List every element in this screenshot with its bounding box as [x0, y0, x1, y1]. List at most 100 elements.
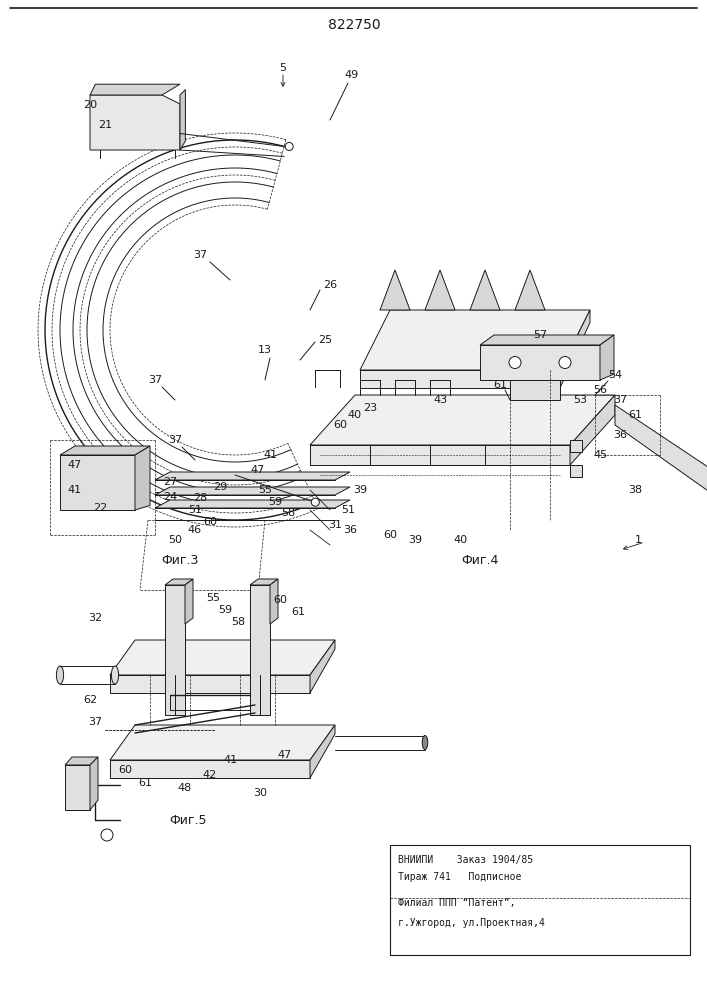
- Polygon shape: [65, 765, 90, 810]
- Polygon shape: [90, 95, 180, 150]
- Text: 62: 62: [83, 695, 97, 705]
- Text: 29: 29: [213, 482, 227, 492]
- Polygon shape: [90, 757, 98, 810]
- Text: 57: 57: [533, 330, 547, 340]
- Text: 22: 22: [93, 503, 107, 513]
- Text: Филиал ППП “Патент”,: Филиал ППП “Патент”,: [398, 898, 515, 908]
- Text: 27: 27: [163, 477, 177, 487]
- Text: 47: 47: [251, 465, 265, 475]
- Polygon shape: [155, 472, 350, 480]
- Text: 60: 60: [118, 765, 132, 775]
- Polygon shape: [360, 370, 560, 388]
- Polygon shape: [180, 90, 185, 150]
- Text: 30: 30: [253, 788, 267, 798]
- Text: 39: 39: [408, 535, 422, 545]
- Text: 61: 61: [493, 380, 507, 390]
- Circle shape: [285, 142, 293, 150]
- Text: 46: 46: [188, 525, 202, 535]
- Text: 61: 61: [291, 607, 305, 617]
- Polygon shape: [510, 380, 560, 400]
- Text: 51: 51: [188, 505, 202, 515]
- Polygon shape: [110, 725, 335, 760]
- Polygon shape: [570, 440, 582, 452]
- Text: 37: 37: [193, 250, 207, 260]
- Text: 45: 45: [593, 450, 607, 460]
- Text: 61: 61: [138, 778, 152, 788]
- Text: 1: 1: [634, 535, 641, 545]
- Polygon shape: [310, 395, 615, 445]
- Text: 40: 40: [348, 410, 362, 420]
- Text: 28: 28: [193, 493, 207, 503]
- Text: 40: 40: [453, 535, 467, 545]
- Text: 59: 59: [218, 605, 232, 615]
- Ellipse shape: [57, 666, 64, 684]
- Text: 47: 47: [278, 750, 292, 760]
- Text: 42: 42: [203, 770, 217, 780]
- Text: 37: 37: [613, 395, 627, 405]
- Text: 25: 25: [318, 335, 332, 345]
- Polygon shape: [425, 270, 455, 310]
- Text: 37: 37: [88, 717, 102, 727]
- Circle shape: [101, 829, 113, 841]
- Polygon shape: [110, 640, 335, 675]
- Text: 24: 24: [163, 492, 177, 502]
- Ellipse shape: [422, 736, 428, 750]
- Text: ВНИИПИ    Заказ 1904/85: ВНИИПИ Заказ 1904/85: [398, 855, 533, 865]
- Polygon shape: [60, 446, 150, 455]
- Text: 39: 39: [353, 485, 367, 495]
- Text: 60: 60: [203, 517, 217, 527]
- Text: 822750: 822750: [327, 18, 380, 32]
- Polygon shape: [380, 270, 410, 310]
- Circle shape: [559, 357, 571, 368]
- Polygon shape: [310, 445, 570, 465]
- Text: 54: 54: [608, 370, 622, 380]
- Text: 20: 20: [83, 100, 97, 110]
- Polygon shape: [110, 675, 310, 693]
- Text: 41: 41: [263, 450, 277, 460]
- Polygon shape: [560, 310, 590, 388]
- Polygon shape: [165, 579, 193, 585]
- Text: 58: 58: [281, 508, 295, 518]
- Polygon shape: [480, 345, 600, 380]
- Polygon shape: [615, 405, 707, 530]
- Text: 55: 55: [206, 593, 220, 603]
- Polygon shape: [480, 335, 614, 345]
- Text: Фиг.5: Фиг.5: [169, 814, 206, 826]
- Polygon shape: [470, 270, 500, 310]
- Polygon shape: [155, 487, 350, 495]
- Text: 31: 31: [328, 520, 342, 530]
- Text: 56: 56: [593, 385, 607, 395]
- Text: 36: 36: [613, 430, 627, 440]
- Polygon shape: [155, 500, 350, 508]
- Text: 21: 21: [98, 120, 112, 130]
- Text: 47: 47: [68, 460, 82, 470]
- Text: Фиг.4: Фиг.4: [461, 554, 498, 566]
- Text: 49: 49: [345, 70, 359, 80]
- Polygon shape: [310, 725, 335, 778]
- Polygon shape: [60, 455, 135, 510]
- Text: 5: 5: [279, 63, 286, 73]
- Text: 59: 59: [268, 497, 282, 507]
- Polygon shape: [360, 310, 590, 370]
- Text: 60: 60: [333, 420, 347, 430]
- Polygon shape: [110, 760, 310, 778]
- Polygon shape: [570, 395, 615, 465]
- Text: 60: 60: [273, 595, 287, 605]
- Polygon shape: [515, 270, 545, 310]
- Text: 37: 37: [148, 375, 162, 385]
- Text: 41: 41: [223, 755, 237, 765]
- Polygon shape: [90, 84, 180, 95]
- Polygon shape: [65, 757, 98, 765]
- Text: 23: 23: [363, 403, 377, 413]
- Polygon shape: [570, 465, 582, 477]
- Text: 26: 26: [323, 280, 337, 290]
- Text: 13: 13: [258, 345, 272, 355]
- Text: 43: 43: [433, 395, 447, 405]
- Circle shape: [311, 498, 320, 506]
- Polygon shape: [250, 585, 270, 715]
- Text: г.Ужгород, ул.Проектная,4: г.Ужгород, ул.Проектная,4: [398, 918, 545, 928]
- Polygon shape: [250, 579, 278, 585]
- Text: 48: 48: [178, 783, 192, 793]
- Polygon shape: [185, 579, 193, 624]
- Text: 32: 32: [88, 613, 102, 623]
